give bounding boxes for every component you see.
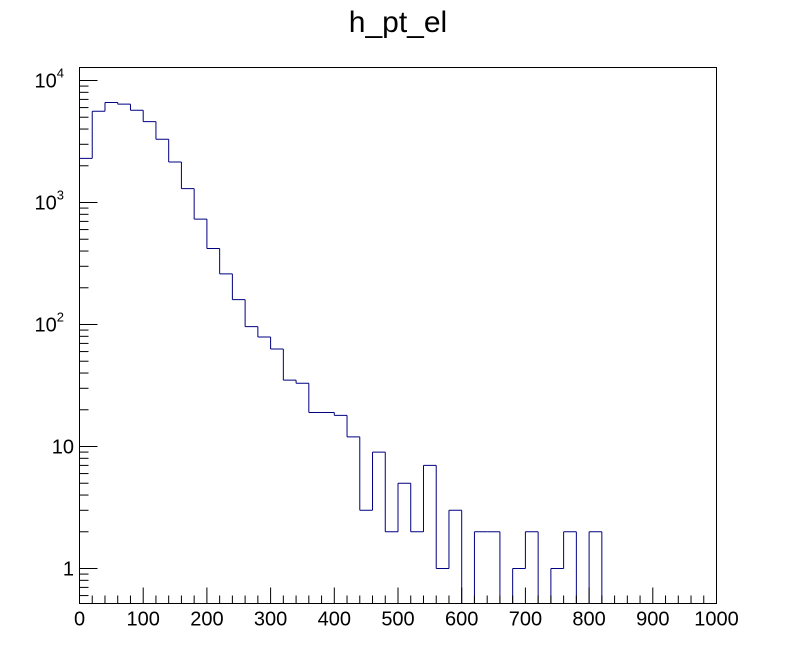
histogram-bin-step [270, 336, 284, 350]
histogram-bin [244, 299, 258, 328]
x-tick-label: 700 [509, 609, 542, 631]
histogram-bin-step [219, 248, 233, 275]
histogram-bin [397, 482, 411, 532]
histogram-bin-step [588, 531, 602, 604]
histogram-bin-step [308, 383, 322, 413]
x-tick-label: 1000 [694, 609, 739, 631]
histogram-bin [180, 161, 195, 190]
histogram-bin-step [91, 110, 105, 159]
histogram-bin-step [117, 102, 131, 105]
histogram-bin [346, 415, 360, 438]
y-tick-label: 1 [63, 559, 74, 581]
histogram-bin-step [244, 299, 258, 328]
histogram-bars [79, 102, 603, 604]
histogram-bin [359, 436, 373, 511]
histogram-bin [512, 568, 526, 604]
histogram-bin-step [524, 531, 539, 569]
histogram-bin [422, 464, 437, 532]
x-tick-label: 100 [127, 609, 160, 631]
histogram-bin [155, 121, 169, 140]
histogram-bin [270, 336, 284, 350]
histogram-bin [410, 483, 424, 533]
histogram-bin [563, 531, 577, 569]
histogram-bin-step [512, 568, 526, 604]
x-tick-label: 0 [74, 609, 85, 631]
histogram-bin-step [550, 568, 564, 604]
chart-title: h_pt_el [349, 6, 447, 39]
histogram-bin [282, 348, 297, 381]
histogram-bin-step [448, 509, 462, 569]
histogram-bin-step [333, 412, 348, 416]
histogram-bin-step [282, 348, 297, 381]
histogram-bin-step [168, 139, 182, 163]
histogram-bin [550, 568, 564, 604]
x-tick-label: 400 [318, 609, 351, 631]
histogram-bin [524, 531, 539, 569]
histogram-bin-step [79, 157, 93, 604]
histogram-bin-step [104, 102, 118, 112]
x-tick-label: 900 [636, 609, 669, 631]
histogram-bin [257, 326, 271, 338]
x-tick-label: 800 [572, 609, 605, 631]
y-tick-exponent: 3 [57, 188, 64, 203]
histogram-bin-step [435, 465, 449, 569]
histogram-bin [384, 452, 398, 533]
histogram-bin [219, 248, 233, 275]
histogram-bin-step [295, 380, 309, 384]
histogram-bin-step [142, 110, 156, 123]
histogram-bin-step [346, 415, 360, 438]
histogram-bin [435, 465, 449, 569]
histogram-bin [117, 102, 131, 105]
histogram-bin [372, 451, 386, 511]
y-tick-label: 103 [35, 188, 64, 215]
x-tick-label: 200 [190, 609, 223, 631]
histogram-bin-step [422, 464, 437, 532]
axes: 0 100 200 300 400 500 600 700 800 900 1000 1 10 102 10… [35, 66, 739, 631]
y-tick-exponent: 4 [57, 66, 64, 81]
plot-frame [79, 67, 717, 604]
histogram-bin [206, 219, 220, 249]
histogram-bin-step [231, 273, 246, 301]
x-tick-label: 300 [254, 609, 287, 631]
y-tick-label: 102 [35, 310, 64, 337]
histogram-bin [129, 104, 144, 111]
histogram-bin [588, 531, 602, 604]
y-tick-exponent: 2 [57, 310, 64, 325]
histogram-bin [473, 531, 488, 604]
histogram-bin-step [372, 451, 386, 511]
histogram-bin [308, 383, 322, 413]
histogram-bin-step [155, 121, 169, 140]
y-tick-label: 104 [35, 66, 64, 93]
histogram-bin-step [473, 531, 488, 604]
x-tick-label: 500 [381, 609, 414, 631]
histogram-bin [193, 188, 207, 220]
histogram-bin [104, 102, 118, 112]
histogram-bin-step [193, 188, 207, 220]
histogram-bin-step [359, 436, 373, 511]
histogram-bin-step [180, 161, 195, 190]
histogram-bin [333, 412, 348, 416]
histogram-bin-step [257, 326, 271, 338]
histogram-bin-step [397, 482, 411, 532]
histogram-bin [231, 273, 246, 301]
histogram-bin [79, 157, 93, 604]
histogram-bin-step [384, 452, 398, 533]
histogram-bin [142, 110, 156, 123]
y-tick-label: 10 [52, 437, 74, 459]
histogram-bin-step [129, 104, 144, 111]
histogram-bin-step [563, 531, 577, 569]
histogram-bin-step [410, 483, 424, 533]
histogram-bin [448, 509, 462, 569]
histogram-bin [168, 139, 182, 163]
histogram-bin-step [206, 219, 220, 249]
x-tick-label: 600 [445, 609, 478, 631]
histogram-bin [91, 110, 105, 159]
histogram-bin [295, 380, 309, 384]
